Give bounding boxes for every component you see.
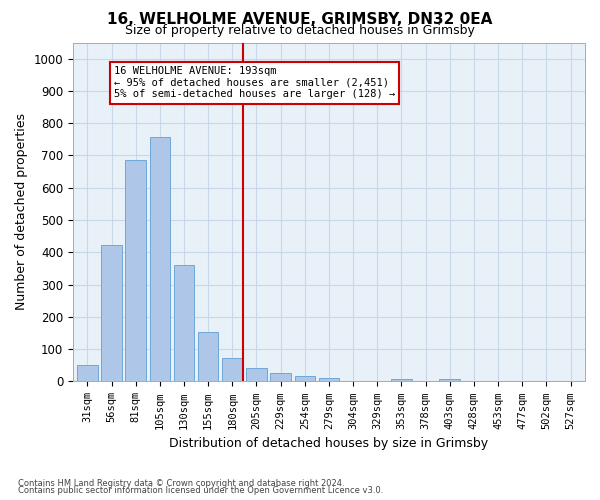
Y-axis label: Number of detached properties: Number of detached properties <box>15 114 28 310</box>
Bar <box>125 160 146 382</box>
Bar <box>77 364 98 382</box>
X-axis label: Distribution of detached houses by size in Grimsby: Distribution of detached houses by size … <box>169 437 488 450</box>
Bar <box>222 358 242 382</box>
Bar <box>198 332 218 382</box>
Text: Contains HM Land Registry data © Crown copyright and database right 2024.: Contains HM Land Registry data © Crown c… <box>18 478 344 488</box>
Text: 16, WELHOLME AVENUE, GRIMSBY, DN32 0EA: 16, WELHOLME AVENUE, GRIMSBY, DN32 0EA <box>107 12 493 28</box>
Bar <box>101 245 122 382</box>
Text: 16 WELHOLME AVENUE: 193sqm
← 95% of detached houses are smaller (2,451)
5% of se: 16 WELHOLME AVENUE: 193sqm ← 95% of deta… <box>114 66 395 100</box>
Text: Size of property relative to detached houses in Grimsby: Size of property relative to detached ho… <box>125 24 475 37</box>
Bar <box>391 379 412 382</box>
Bar <box>295 376 315 382</box>
Bar <box>319 378 339 382</box>
Bar <box>149 137 170 382</box>
Bar <box>439 378 460 382</box>
Bar <box>174 264 194 382</box>
Bar <box>271 372 291 382</box>
Text: Contains public sector information licensed under the Open Government Licence v3: Contains public sector information licen… <box>18 486 383 495</box>
Bar <box>246 368 267 382</box>
